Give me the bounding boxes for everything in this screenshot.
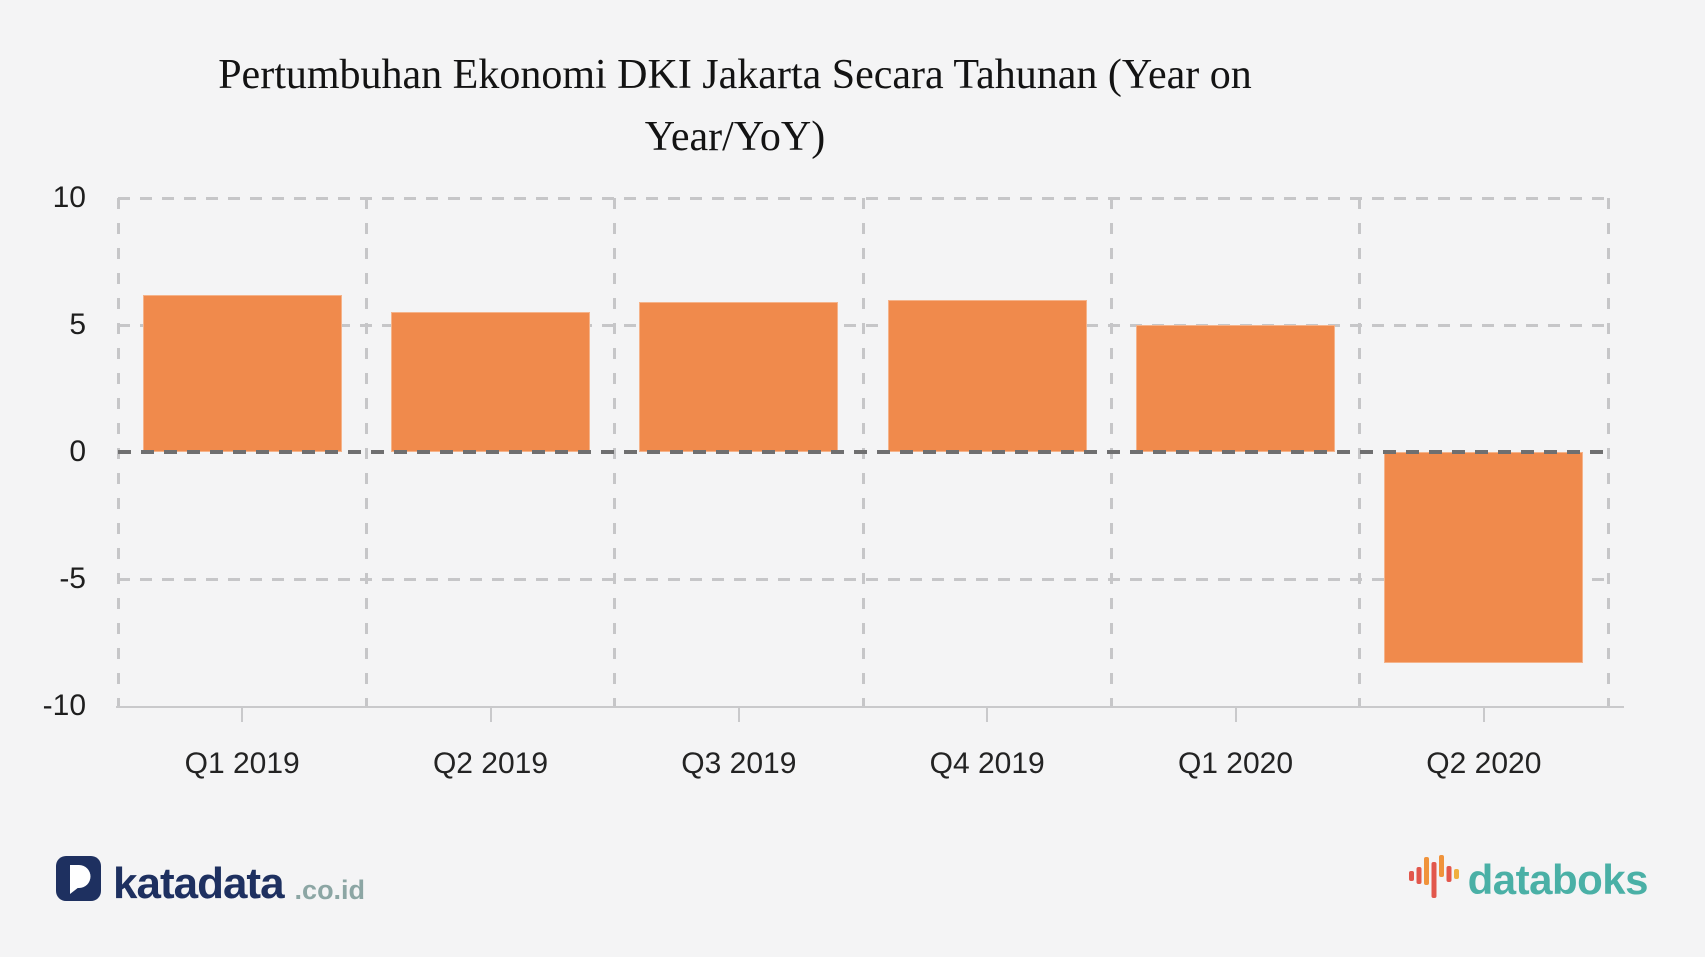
- katadata-logo: katadata .co.id: [55, 855, 365, 907]
- x-axis-tick: [737, 708, 740, 722]
- katadata-domain-suffix: .co.id: [294, 875, 366, 905]
- chart-title-line1: Pertumbuhan Ekonomi DKI Jakarta Secara T…: [218, 52, 1252, 98]
- y-gridline: [118, 323, 1608, 327]
- x-axis-label: Q4 2019: [929, 747, 1045, 780]
- x-axis-tick: [489, 708, 492, 722]
- x-gridline: [1606, 198, 1610, 706]
- y-gridline: [118, 577, 1608, 581]
- bar-q3-2019: [639, 302, 839, 452]
- katadata-icon: [55, 855, 102, 907]
- x-axis-tick: [1482, 708, 1485, 722]
- databoks-logo: databoks: [1408, 852, 1649, 907]
- bar-q2-2019: [391, 312, 590, 452]
- x-axis-label: Q1 2019: [184, 747, 300, 780]
- x-axis-label: Q3 2019: [681, 747, 797, 780]
- x-axis-label: Q2 2020: [1426, 747, 1542, 780]
- x-axis-tick: [1234, 708, 1237, 722]
- bar-q1-2019: [142, 294, 342, 452]
- chart-title: Pertumbuhan Ekonomi DKI Jakarta Secara T…: [85, 44, 1385, 168]
- katadata-wordmark: katadata: [113, 859, 285, 908]
- bar-q2-2020: [1384, 452, 1584, 663]
- bar-q1-2020: [1136, 325, 1335, 452]
- y-axis-label: -10: [42, 689, 86, 722]
- bar-q4-2019: [887, 299, 1087, 452]
- y-axis-label: 10: [52, 181, 86, 214]
- x-axis-line: [116, 706, 1624, 708]
- x-axis-label: Q1 2020: [1177, 747, 1294, 780]
- databoks-wordmark: databoks: [1467, 855, 1649, 903]
- x-axis-label: Q2 2019: [432, 747, 549, 780]
- y-axis-label: -5: [59, 562, 86, 595]
- databoks-icon: [1408, 852, 1461, 907]
- chart-title-line2: Year/YoY): [644, 114, 826, 160]
- y-axis-label: 0: [69, 435, 86, 468]
- y-axis-label: 5: [69, 308, 86, 341]
- x-axis-tick: [241, 708, 244, 722]
- zero-gridline: [118, 450, 1608, 454]
- x-axis-tick: [986, 708, 989, 722]
- y-gridline: [118, 196, 1608, 200]
